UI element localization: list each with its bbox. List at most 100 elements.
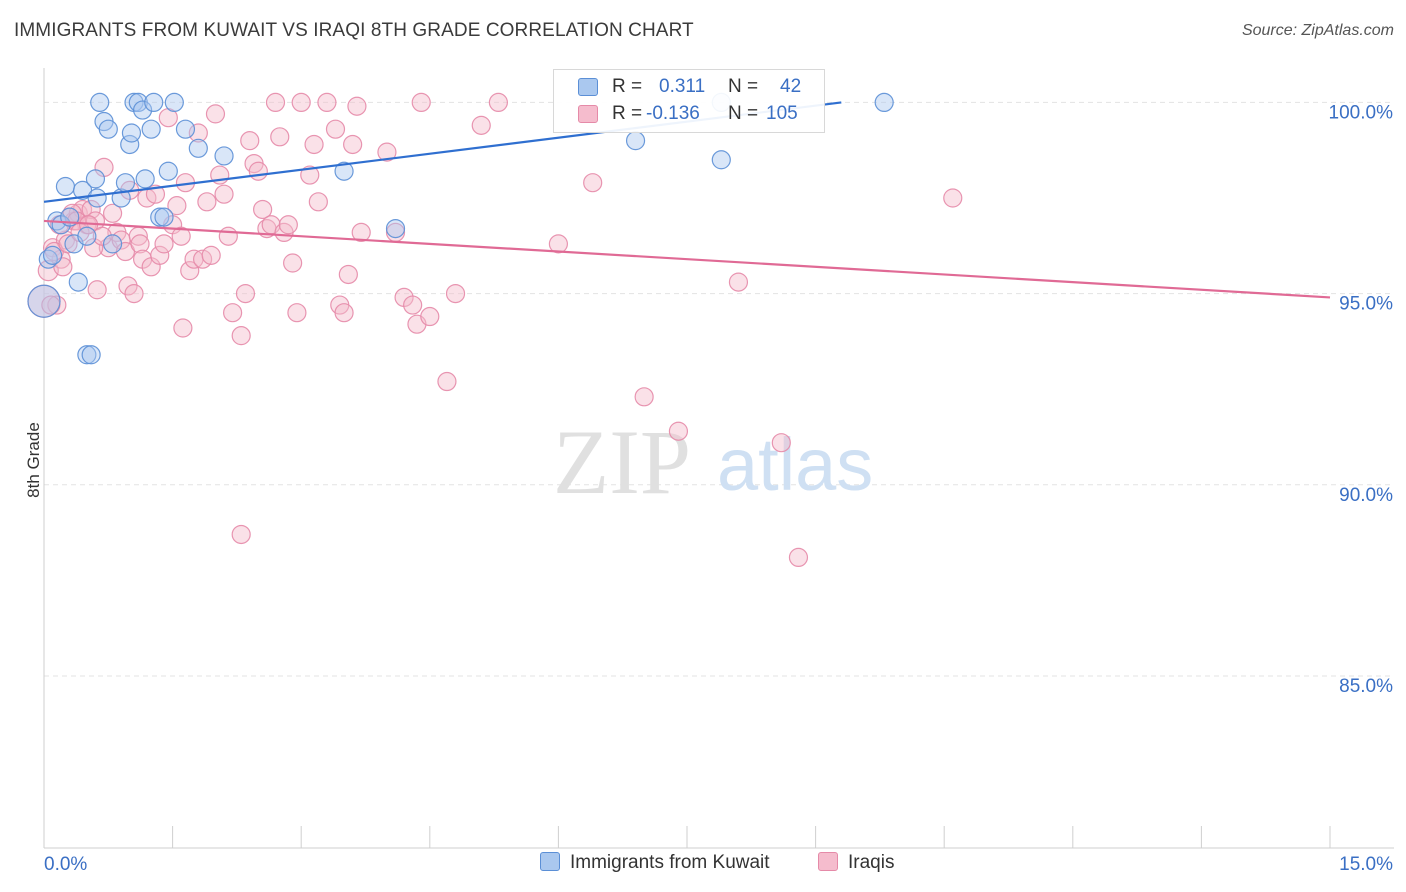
data-point <box>58 234 78 254</box>
data-point <box>90 92 110 113</box>
data-point <box>188 138 208 158</box>
axes <box>43 68 1394 849</box>
bottom-legend-label-iraqis: Iraqis <box>848 852 895 873</box>
y-tick-label: 85.0% <box>1339 676 1393 697</box>
data-point <box>214 184 234 204</box>
data-point <box>634 387 654 407</box>
data-point <box>385 218 406 239</box>
data-point <box>338 264 358 285</box>
data-point <box>347 96 367 116</box>
data-point <box>188 123 208 143</box>
data-point <box>351 222 371 243</box>
bottom-legend-iraqis: Iraqis <box>818 852 894 874</box>
y-tick-label: 95.0% <box>1339 294 1393 315</box>
data-point <box>343 134 363 155</box>
data-point <box>77 226 97 246</box>
legend-r-value: 0.311 <box>659 76 706 97</box>
data-point <box>121 123 142 143</box>
kuwait-points <box>27 92 894 365</box>
data-point <box>334 161 354 181</box>
data-point <box>81 199 101 220</box>
data-point <box>150 245 170 265</box>
data-point <box>115 173 136 193</box>
legend-n-label: N = <box>728 76 759 97</box>
data-point <box>287 303 307 323</box>
data-point <box>158 161 178 181</box>
bottom-legend-label-kuwait: Immigrants from Kuwait <box>570 852 770 873</box>
data-point <box>411 92 431 113</box>
data-point <box>471 115 491 135</box>
data-point <box>223 303 243 323</box>
data-point <box>231 326 251 346</box>
data-point <box>180 261 200 281</box>
data-point <box>788 547 809 568</box>
data-point <box>403 295 423 315</box>
data-point <box>141 119 161 139</box>
data-point <box>317 92 337 113</box>
data-point <box>37 260 59 282</box>
data-point <box>145 184 166 204</box>
data-point <box>197 192 217 212</box>
data-point <box>55 176 76 197</box>
x-tick-label: 0.0% <box>44 854 87 875</box>
data-point <box>334 303 354 323</box>
data-point <box>420 306 440 327</box>
x-tick-label: 15.0% <box>1339 854 1393 875</box>
chart-title: IMMIGRANTS FROM KUWAIT VS IRAQI 8TH GRAD… <box>14 20 694 41</box>
data-point <box>377 142 397 162</box>
data-point <box>218 226 238 246</box>
data-point <box>548 234 569 254</box>
y-tick-label: 90.0% <box>1339 485 1393 506</box>
data-point <box>154 207 174 227</box>
legend-swatch-iraqis <box>578 105 598 123</box>
watermark: ZIP atlas <box>553 411 873 513</box>
data-point <box>728 272 749 292</box>
data-point <box>124 283 144 304</box>
data-point <box>87 280 107 300</box>
data-point <box>874 92 894 113</box>
data-point <box>102 234 123 254</box>
data-point <box>85 169 106 189</box>
stats-legend: R = 0.311 N = 42 R = -0.136 N = 105 <box>553 69 825 133</box>
data-point <box>488 92 508 113</box>
data-point <box>248 161 268 181</box>
data-point <box>253 199 273 220</box>
data-point <box>118 276 138 296</box>
trend-line-iraqis <box>43 219 1331 299</box>
data-point <box>68 272 88 292</box>
legend-n-value: 105 <box>766 103 798 124</box>
data-point <box>214 146 234 166</box>
data-point <box>132 100 153 120</box>
data-point <box>81 345 101 365</box>
data-point <box>308 192 328 212</box>
data-point <box>231 524 251 545</box>
legend-r-value: -0.136 <box>646 103 700 124</box>
data-point <box>102 203 123 223</box>
data-point <box>205 104 226 124</box>
data-point <box>130 234 150 254</box>
legend-r-label: R = <box>612 76 643 97</box>
data-point <box>325 119 346 139</box>
data-point <box>445 283 466 304</box>
data-point <box>437 371 457 392</box>
data-point <box>265 92 286 113</box>
data-point <box>175 119 196 139</box>
data-point <box>235 283 256 304</box>
data-point <box>240 131 260 151</box>
data-point <box>171 226 191 246</box>
data-point <box>668 421 689 441</box>
data-point <box>283 253 303 273</box>
legend-n-value: 42 <box>780 76 802 97</box>
data-point <box>300 165 320 185</box>
data-point <box>278 215 298 235</box>
tick-labels: 100.0% 95.0% 90.0% 85.0% 0.0% 15.0% <box>44 102 1393 875</box>
data-point <box>943 188 963 208</box>
legend-n-label: N = <box>728 103 759 124</box>
watermark-zip: ZIP <box>553 411 691 513</box>
legend-row-iraqis: R = -0.136 N = 105 <box>554 99 824 129</box>
data-point <box>711 150 731 170</box>
data-point <box>270 127 290 147</box>
y-tick-label: 100.0% <box>1329 102 1394 123</box>
data-point <box>42 245 63 265</box>
